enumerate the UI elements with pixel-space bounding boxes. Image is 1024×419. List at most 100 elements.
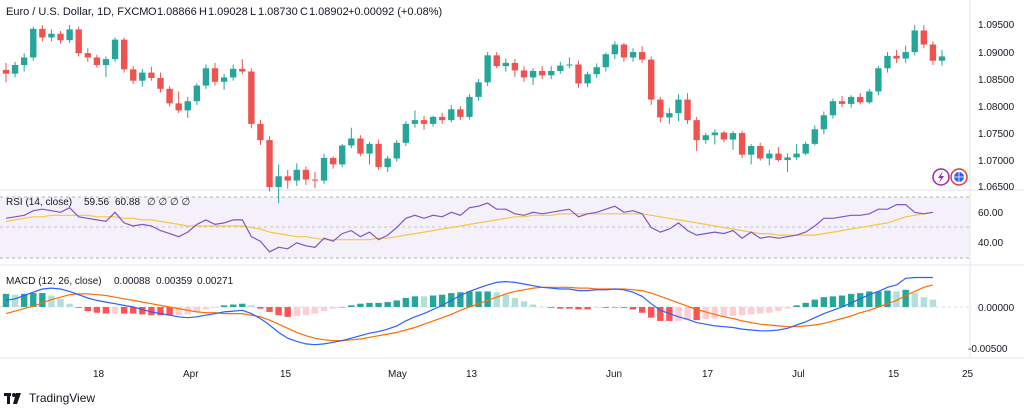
macd-hist-value: 0.00088 [114,276,151,287]
candle-body [847,96,855,104]
candle-body [275,176,282,188]
time-tick: Jun [606,369,622,380]
macd-histogram-bar [620,307,628,308]
candle-body [648,59,655,100]
candle-body [48,33,55,38]
time-tick: 17 [702,369,714,380]
candle-body [911,30,918,53]
macd-histogram-bar [511,297,519,307]
price-tick: 1.07500 [978,129,1015,140]
candle-body [248,71,255,124]
time-tick: May [388,369,407,380]
macd-histogram-bar [375,302,382,307]
rsi-level-tick: 60.00 [978,208,1003,219]
candle-body [502,62,509,67]
macd-histogram-bar [538,307,546,308]
rsi-line [5,202,933,253]
macd-histogram-bar [420,296,428,307]
ohlc-close-value: 1.08902 [309,6,349,18]
brand-footer[interactable]: TradingView [4,391,95,405]
globe-icon[interactable] [950,168,968,186]
candle-body [393,142,400,159]
macd-histogram-bar [139,307,146,315]
candle-body [566,64,573,66]
candle-body [920,30,928,45]
macd-histogram-bar [429,295,437,307]
macd-histogram-bar [711,307,718,319]
macd-histogram-bar [784,307,791,309]
candle-body [339,145,346,165]
macd-label[interactable]: MACD (12, 26, close) [6,276,102,287]
macd-histogram-bar [348,305,355,307]
candle-body [711,132,718,136]
macd-histogram-bar [875,291,882,307]
macd-histogram-bar [175,307,182,316]
macd-histogram-bar [11,294,19,307]
macd-histogram-bar [575,307,582,310]
macd-histogram-bar [902,289,909,307]
macd-level-tick: 0.00000 [978,303,1015,314]
macd-line-value: 0.00359 [156,276,193,287]
candle-body [520,70,528,78]
candle-body [666,113,673,118]
candle-body [802,143,809,154]
time-tick: 15 [888,369,900,380]
macd-histogram-bar [493,292,500,307]
lightning-icon[interactable] [932,168,950,186]
candle-body [720,132,728,140]
candle-body [348,138,355,146]
macd-histogram-bar [48,295,55,307]
candle-body [202,68,210,86]
macd-layer [2,276,937,346]
candle-body [466,96,473,117]
rsi-label[interactable]: RSI (14, close) [6,197,72,208]
candle-body [729,133,737,140]
macd-histogram-bar [675,307,682,321]
rsi-ma-line [5,211,933,241]
symbol-title[interactable]: Euro / U.S. Dollar, 1D, FXCM [6,6,148,18]
candle-body [529,70,537,78]
time-tick: 25 [962,369,974,380]
time-tick: 18 [93,369,105,380]
candle-body [2,69,10,74]
macd-histogram-bar [439,294,446,307]
candle-body [448,109,455,121]
macd-histogram-bar [502,294,509,307]
macd-histogram-bar [39,293,46,307]
candle-body [320,157,328,181]
candle-body [811,129,818,144]
candle-body [120,39,128,70]
macd-histogram-bar [747,307,755,315]
price-tick: 1.09500 [978,20,1015,31]
macd-histogram-bar [166,307,173,316]
candle-body [557,65,564,71]
candle-body [602,54,609,68]
macd-histogram-bar [775,307,782,312]
macd-histogram-bar [266,307,273,312]
macd-histogram-bar [402,297,410,307]
macd-histogram-bar [838,295,846,307]
macd-level-tick: -0.00500 [968,344,1008,355]
candle-body [39,28,46,38]
ohlc-open-value: 1.08866 [157,6,197,18]
macd-histogram-bar [793,305,800,307]
candle-body [411,120,419,124]
candle-body [366,143,373,154]
candle-body [829,101,837,116]
candle-body [902,52,909,59]
candle-body [766,153,773,159]
candle-body [684,99,691,121]
candle-body [820,115,828,130]
macd-histogram-bar [84,307,91,312]
macd-histogram-bar [729,307,737,317]
candle-body [84,53,91,58]
macd-histogram-bar [111,307,119,314]
macd-histogram-bar [920,297,928,307]
macd-histogram-bar [257,307,264,309]
macd-histogram-bar [529,304,537,307]
ohlc-open-label: O [148,6,157,18]
candle-body [629,52,637,58]
macd-histogram-bar [638,307,646,313]
